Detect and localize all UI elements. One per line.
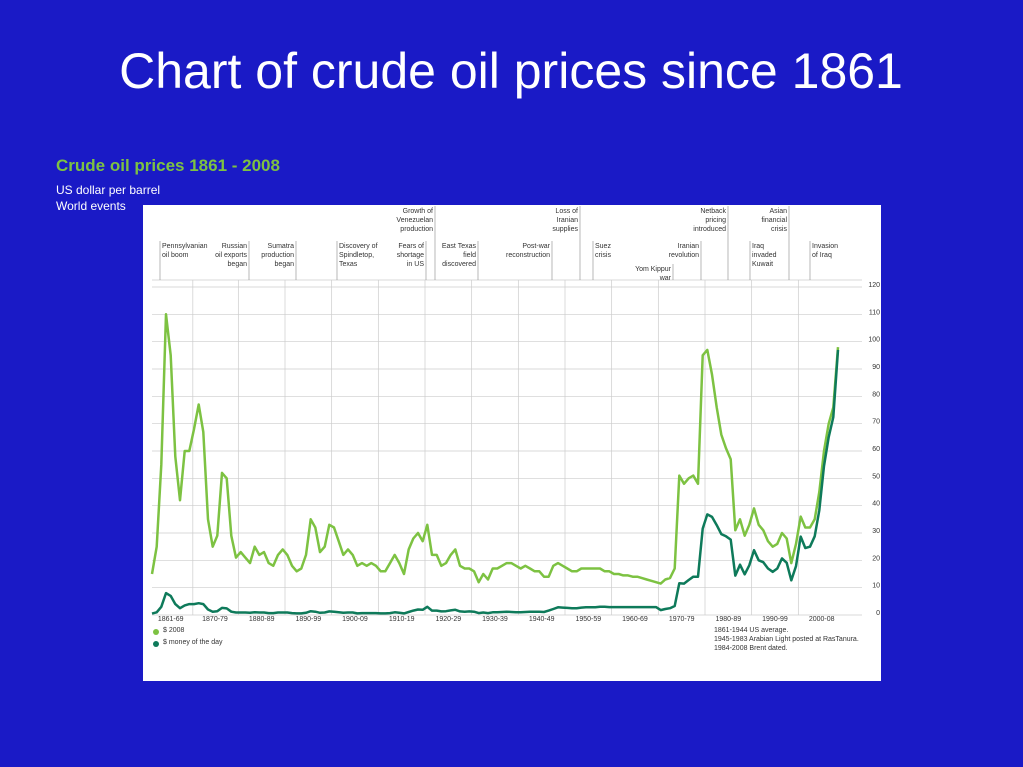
- event-label: Texas: [339, 261, 358, 268]
- y-tick-label: 0: [876, 610, 880, 617]
- x-tick-label: 1880-89: [249, 616, 275, 623]
- event-label: discovered: [442, 261, 476, 268]
- y-tick-label: 20: [872, 555, 880, 562]
- x-tick-label: 1861-69: [158, 616, 184, 623]
- x-tick-label: 1910-19: [389, 616, 415, 623]
- event-label: Russian: [222, 243, 247, 250]
- source-note: 1984-2008 Brent dated.: [714, 645, 788, 652]
- event-label: Iranian: [557, 217, 579, 224]
- event-label: Discovery of: [339, 243, 378, 250]
- y-tick-label: 60: [872, 446, 880, 453]
- event-label: crisis: [595, 252, 611, 259]
- event-label: in US: [407, 261, 424, 268]
- x-tick-label: 1920-29: [435, 616, 461, 623]
- event-label: began: [275, 261, 295, 268]
- x-tick-label: 1980-89: [715, 616, 741, 623]
- x-tick-label: 1990-99: [762, 616, 788, 623]
- event-label: reconstruction: [506, 252, 550, 259]
- y-tick-label: 70: [872, 419, 880, 426]
- event-label: crisis: [771, 226, 787, 233]
- y-tick-label: 40: [872, 501, 880, 508]
- event-label: Growth of: [403, 208, 433, 215]
- x-tick-label: 1950-59: [575, 616, 601, 623]
- x-tick-label: 1930-39: [482, 616, 508, 623]
- x-tick-label: 1960-69: [622, 616, 648, 623]
- legend-label: $ money of the day: [163, 639, 223, 646]
- chart-subtitle: US dollar per barrel: [56, 183, 161, 197]
- event-label: Netback: [700, 208, 726, 215]
- event-label: financial: [761, 217, 787, 224]
- legend-swatch: [153, 629, 159, 635]
- y-tick-label: 90: [872, 364, 880, 371]
- event-label: Pennsylvanian: [162, 243, 208, 250]
- event-label: shortage: [397, 252, 424, 259]
- event-label: Fears of: [398, 243, 424, 250]
- event-label: Yom Kippur: [635, 266, 672, 273]
- event-label: East Texas: [442, 243, 477, 250]
- legend-label: $ 2008: [163, 627, 185, 634]
- event-label: Sumatra: [268, 243, 295, 250]
- x-tick-label: 2000-08: [809, 616, 835, 623]
- slide-title: Chart of crude oil prices since 1861: [119, 43, 903, 99]
- event-label: production: [400, 226, 433, 233]
- event-label: Suez: [595, 243, 611, 250]
- series-line: [150, 313, 840, 585]
- event-label: of Iraq: [812, 252, 832, 259]
- event-label: Venezuelan: [396, 217, 433, 224]
- y-tick-label: 10: [872, 583, 880, 590]
- y-tick-label: 120: [868, 282, 880, 289]
- event-label: oil boom: [162, 252, 189, 259]
- y-tick-label: 80: [872, 391, 880, 398]
- event-label: Loss of: [555, 208, 578, 215]
- event-label: Asian: [769, 208, 787, 215]
- series-line: [151, 349, 840, 615]
- x-tick-label: 1970-79: [669, 616, 695, 623]
- source-note: 1945-1983 Arabian Light posted at RasTan…: [714, 636, 859, 643]
- event-label: supplies: [552, 226, 578, 233]
- event-label: Kuwait: [752, 261, 773, 268]
- event-label: Post-war: [522, 243, 550, 250]
- event-label: Iranian: [678, 243, 700, 250]
- y-tick-label: 30: [872, 528, 880, 535]
- events-label: World events: [56, 199, 126, 213]
- y-tick-label: 50: [872, 473, 880, 480]
- chart-background: [143, 205, 881, 681]
- event-label: field: [463, 252, 476, 259]
- legend-swatch: [153, 641, 159, 647]
- chart-heading: Crude oil prices 1861 - 2008: [56, 156, 280, 175]
- event-label: introduced: [693, 226, 726, 233]
- x-tick-label: 1870-79: [202, 616, 228, 623]
- y-tick-label: 110: [869, 309, 880, 316]
- x-tick-label: 1900-09: [342, 616, 368, 623]
- event-label: war: [659, 275, 672, 282]
- event-label: Invasion: [812, 243, 838, 250]
- source-note: 1861-1944 US average.: [714, 627, 788, 634]
- event-label: pricing: [705, 217, 726, 224]
- event-label: invaded: [752, 252, 777, 259]
- event-label: began: [228, 261, 248, 268]
- event-label: production: [261, 252, 294, 259]
- event-label: Spindletop,: [339, 252, 374, 259]
- event-label: revolution: [669, 252, 699, 259]
- event-label: oil exports: [215, 252, 247, 259]
- x-tick-label: 1890-99: [295, 616, 321, 623]
- x-tick-label: 1940-49: [529, 616, 555, 623]
- event-label: Iraq: [752, 243, 764, 250]
- y-tick-label: 100: [868, 337, 880, 344]
